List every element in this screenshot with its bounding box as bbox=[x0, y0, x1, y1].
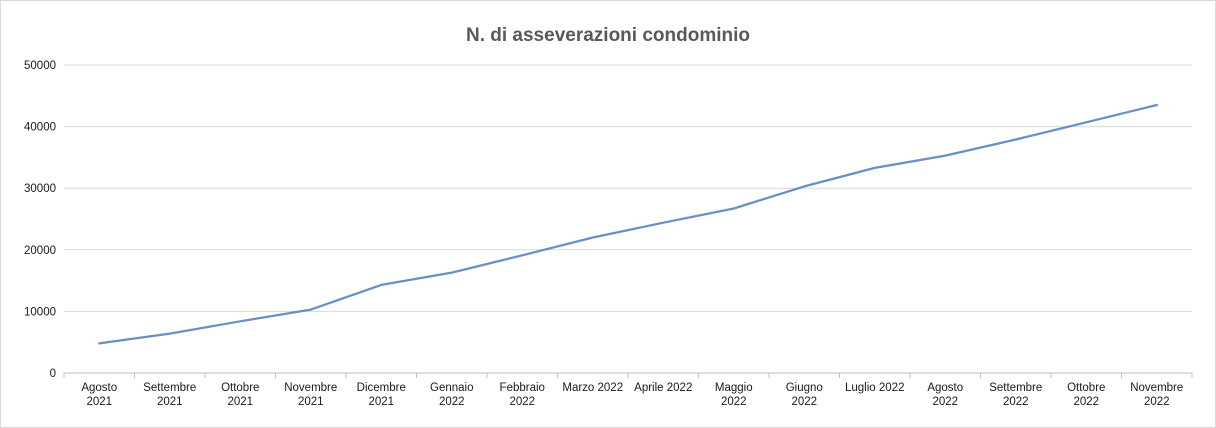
x-tick-label: Novembre 2022 bbox=[1130, 382, 1183, 408]
x-tick-label: Febbraio 2022 bbox=[500, 382, 545, 408]
chart-title: N. di asseverazioni condominio bbox=[466, 25, 750, 46]
y-tick-label: 10000 bbox=[24, 306, 56, 318]
y-tick-label: 40000 bbox=[24, 122, 56, 134]
series-line bbox=[98, 103, 1158, 345]
y-tick-label: 20000 bbox=[24, 245, 56, 257]
x-tick-label: Agosto 2021 bbox=[81, 382, 117, 408]
x-tick-label: Luglio 2022 bbox=[845, 382, 904, 394]
x-tick-label: Settembre 2022 bbox=[989, 382, 1042, 408]
gridlines bbox=[64, 64, 1192, 374]
x-tick-label: Maggio 2022 bbox=[715, 382, 753, 408]
x-tick-label: Settembre 2021 bbox=[143, 382, 196, 408]
x-tick-label: Agosto 2022 bbox=[927, 382, 963, 408]
y-axis-ticks: 0 10000 20000 30000 40000 50000 bbox=[24, 60, 56, 380]
x-tick-label: Novembre 2021 bbox=[284, 382, 337, 408]
x-tick-label: Giugno 2022 bbox=[786, 382, 823, 408]
x-tick-label: Marzo 2022 bbox=[562, 382, 623, 394]
series-layer bbox=[98, 103, 1158, 345]
x-tick-label: Dicembre 2021 bbox=[357, 382, 406, 408]
y-tick-label: 30000 bbox=[24, 183, 56, 195]
x-tick-label: Ottobre 2021 bbox=[221, 382, 259, 408]
x-tick-label: Aprile 2022 bbox=[634, 382, 692, 394]
y-tick-label: 0 bbox=[50, 368, 56, 380]
x-tick-label: Ottobre 2022 bbox=[1067, 382, 1105, 408]
y-tick-label: 50000 bbox=[24, 60, 56, 72]
x-tick-label: Gennaio 2022 bbox=[430, 382, 473, 408]
x-axis-ticks: Agosto 2021 Settembre 2021 Ottobre 2021 Novemb… bbox=[63, 373, 1193, 408]
